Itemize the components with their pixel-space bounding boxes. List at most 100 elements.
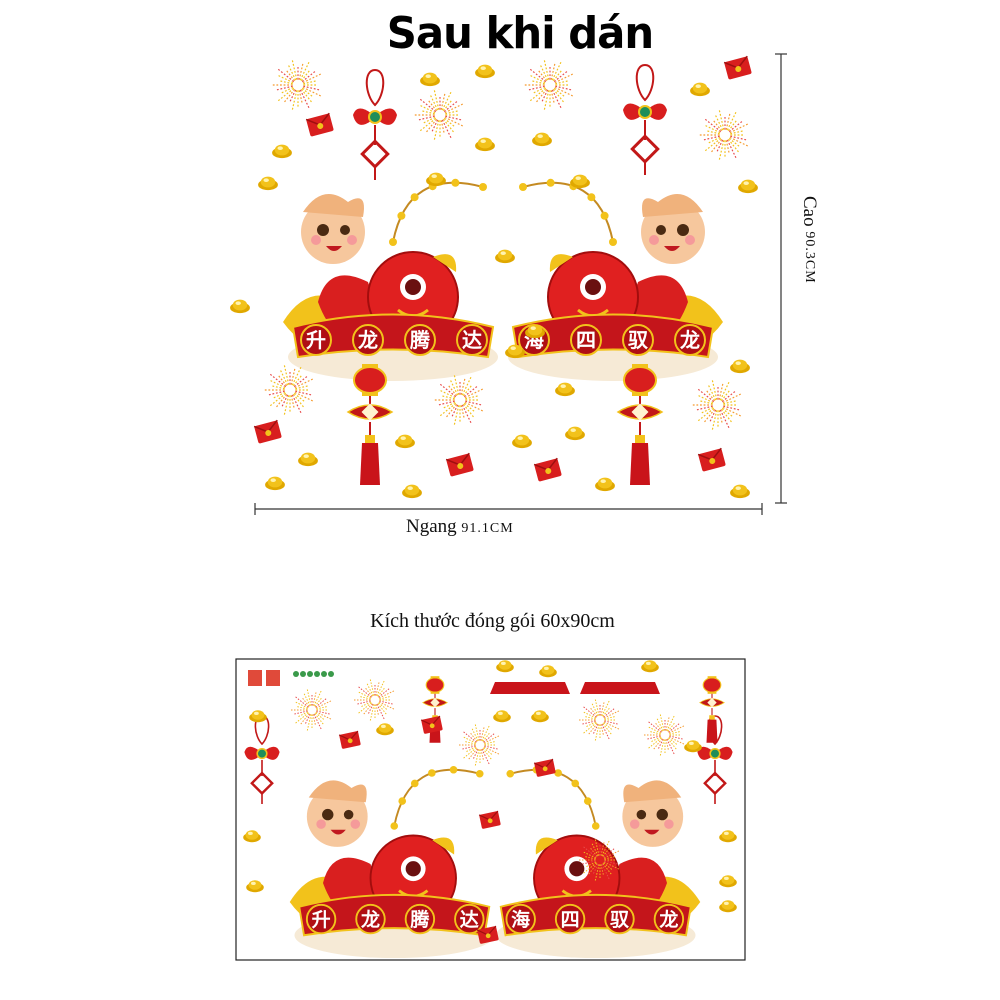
red-lantern-icon	[616, 364, 664, 485]
red-envelope-icon	[253, 419, 282, 444]
gold-ingot-icon	[738, 179, 758, 194]
gold-ingot-icon	[719, 875, 737, 888]
gold-ingot-icon	[493, 710, 511, 723]
page-title: Sau khi dán	[386, 8, 654, 59]
red-envelope-icon	[420, 715, 443, 734]
pkg-dragon-scene-left: 升龙腾达	[289, 765, 494, 959]
banner-char: 升	[312, 909, 331, 931]
tassel-icon	[490, 682, 570, 694]
firework-icon	[432, 373, 485, 427]
gold-ingot-icon	[730, 359, 750, 374]
firework-icon	[697, 108, 750, 162]
banner-char: 龙	[680, 328, 700, 352]
height-label-text: Cao	[799, 196, 820, 227]
tassel-icon	[580, 682, 660, 694]
dragon-scene-left: 升龙腾达	[283, 178, 498, 381]
red-envelope-icon	[478, 810, 501, 829]
width-dimension-line	[254, 503, 763, 515]
thumbnail-stickers	[248, 670, 334, 686]
banner-char: 龙	[361, 908, 380, 931]
banner-char: 四	[561, 909, 580, 931]
gold-ingot-icon	[402, 484, 422, 499]
gold-ingot-icon	[641, 660, 659, 673]
banner-char: 海	[511, 908, 530, 931]
banner-char: 龙	[659, 908, 678, 931]
banner-char: 达	[462, 328, 482, 352]
gold-ingot-icon	[495, 249, 515, 264]
gold-ingot-icon	[719, 830, 737, 843]
firework-icon	[289, 687, 333, 733]
red-envelope-icon	[723, 55, 752, 80]
banner-char: 驭	[610, 909, 629, 931]
red-envelope-icon	[305, 112, 334, 137]
width-label: Ngang 91.1CM	[406, 516, 514, 538]
gold-ingot-icon	[243, 830, 261, 843]
banner-char: 达	[460, 908, 479, 931]
banner-char: 驭	[628, 328, 648, 352]
gold-ingot-icon	[265, 476, 285, 491]
gold-ingot-icon	[532, 132, 552, 147]
gold-ingot-icon	[505, 344, 525, 359]
red-lantern-icon	[699, 676, 725, 743]
gold-ingot-icon	[570, 174, 590, 189]
gold-ingot-icon	[531, 710, 549, 723]
gold-ingot-icon	[525, 324, 545, 339]
red-envelope-icon	[445, 452, 474, 477]
gold-ingot-icon	[512, 434, 532, 449]
gold-ingot-icon	[475, 137, 495, 152]
red-envelope-icon	[533, 758, 556, 777]
gold-ingot-icon	[376, 723, 394, 736]
height-label: Cao 90.3CM	[798, 196, 820, 284]
firework-icon	[270, 58, 323, 112]
gold-ingot-icon	[690, 82, 710, 97]
gold-ingot-icon	[249, 710, 267, 723]
firework-icon	[690, 378, 743, 432]
gold-ingot-icon	[496, 660, 514, 673]
gold-ingot-icon	[298, 452, 318, 467]
gold-ingot-icon	[555, 382, 575, 397]
banner-char: 腾	[410, 328, 431, 352]
gold-ingot-icon	[230, 299, 250, 314]
firework-icon	[457, 722, 501, 768]
firework-icon	[352, 677, 396, 723]
chinese-knot-icon	[697, 715, 733, 805]
gold-ingot-icon	[426, 172, 446, 187]
gold-ingot-icon	[565, 426, 585, 441]
height-value: 90.3CM	[802, 231, 817, 284]
package-size-label: Kích thước đóng gói 60x90cm	[370, 610, 615, 632]
banner-char: 龙	[358, 328, 378, 352]
firework-icon	[262, 363, 315, 417]
chinese-knot-icon	[623, 64, 667, 175]
package-frame	[235, 658, 746, 961]
firework-icon	[412, 88, 465, 142]
red-envelope-icon	[476, 925, 499, 944]
banner-char: 腾	[409, 908, 430, 931]
firework-icon	[642, 712, 686, 758]
gold-ingot-icon	[730, 484, 750, 499]
gold-ingot-icon	[684, 740, 702, 753]
width-label-text: Ngang	[406, 516, 457, 537]
firework-icon	[522, 58, 575, 112]
red-lantern-icon	[346, 364, 394, 485]
banner-char: 四	[576, 328, 596, 352]
chinese-knot-icon	[353, 69, 397, 180]
banner-char: 升	[306, 328, 326, 352]
firework-icon	[577, 697, 621, 743]
gold-ingot-icon	[272, 144, 292, 159]
chinese-knot-icon	[244, 715, 280, 805]
gold-ingot-icon	[246, 880, 264, 893]
gold-ingot-icon	[395, 434, 415, 449]
height-dimension-line	[775, 53, 787, 504]
gold-ingot-icon	[539, 665, 557, 678]
red-envelope-icon	[697, 447, 726, 472]
red-envelope-icon	[338, 730, 361, 749]
gold-ingot-icon	[595, 477, 615, 492]
gold-ingot-icon	[420, 72, 440, 87]
gold-ingot-icon	[475, 64, 495, 79]
gold-ingot-icon	[719, 900, 737, 913]
width-value: 91.1CM	[461, 521, 514, 536]
gold-ingot-icon	[258, 176, 278, 191]
